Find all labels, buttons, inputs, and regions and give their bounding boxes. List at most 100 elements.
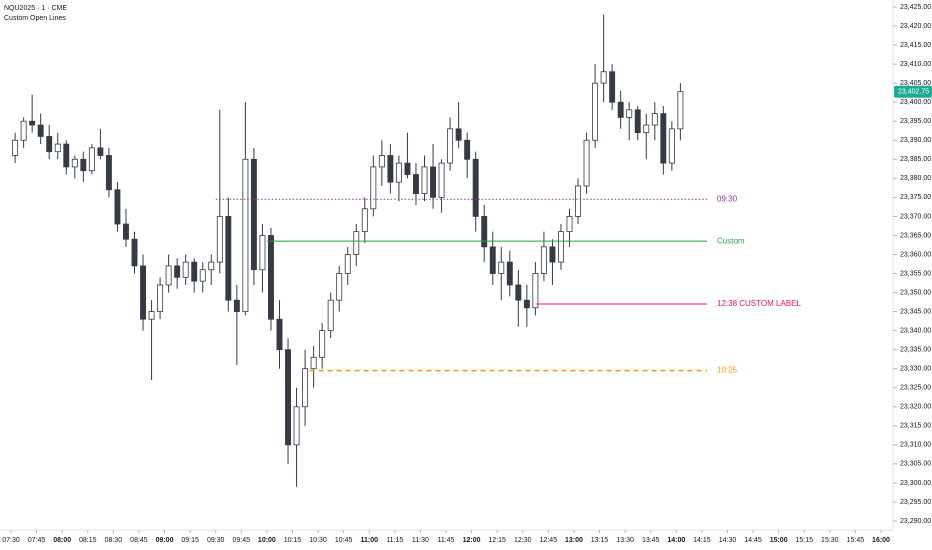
- y-tick-label: 23,330.00: [900, 366, 931, 373]
- candle-body: [276, 318, 283, 351]
- x-tick-label: 11:15: [386, 537, 403, 544]
- candle-body: [472, 158, 479, 217]
- y-tick-label: 23,370.00: [900, 213, 931, 220]
- x-tick-label: 10:30: [309, 537, 327, 544]
- x-tick-label: 09:15: [181, 537, 199, 544]
- candle-body: [651, 113, 658, 126]
- y-tick-label: 23,375.00: [900, 194, 931, 201]
- x-tick-label: 12:30: [514, 537, 532, 544]
- candle-body: [63, 143, 70, 168]
- candle-body: [506, 261, 513, 286]
- x-tick-label: 11:45: [438, 537, 455, 544]
- y-tick-label: 23,305.00: [900, 461, 931, 468]
- last-price-label: 23,402.75: [898, 89, 929, 96]
- x-tick-label: 14:45: [744, 537, 762, 544]
- open-line-label: 09:30: [717, 194, 738, 203]
- chart-subtitle: Custom Open Lines: [4, 15, 66, 22]
- candle-body: [481, 216, 488, 248]
- candle-body: [208, 261, 215, 271]
- y-tick-label: 23,355.00: [900, 270, 931, 277]
- candle-body: [413, 174, 419, 194]
- candle-body: [97, 147, 104, 156]
- candle-body: [583, 139, 590, 187]
- x-tick-label: 11:00: [360, 537, 378, 544]
- y-tick-label: 23,385.00: [900, 156, 931, 163]
- candle-body: [268, 235, 274, 320]
- candle-body: [498, 261, 505, 274]
- candle-body: [327, 299, 334, 332]
- candle-body: [643, 124, 650, 134]
- candle-body: [319, 330, 326, 358]
- x-tick-label: 15:15: [795, 537, 813, 544]
- y-tick-label: 23,320.00: [900, 404, 931, 411]
- candle-body: [609, 71, 616, 103]
- candle-body: [105, 155, 112, 191]
- candle-body: [489, 246, 496, 274]
- candle-body: [677, 91, 684, 130]
- candle-body: [575, 185, 581, 217]
- open-line-label: Custom: [717, 236, 745, 245]
- candle-body: [123, 223, 129, 240]
- candle-body: [353, 231, 360, 255]
- x-tick-label: 13:30: [616, 537, 634, 544]
- y-tick-label: 23,405.00: [900, 80, 931, 87]
- y-tick-label: 23,350.00: [900, 289, 931, 296]
- y-tick-label: 23,325.00: [900, 385, 931, 392]
- candle-body: [515, 284, 522, 301]
- y-tick-label: 23,315.00: [900, 423, 931, 430]
- candle-body: [12, 139, 19, 156]
- x-tick-label: 08:45: [130, 537, 148, 544]
- x-tick-label: 13:15: [591, 537, 609, 544]
- candle-body: [29, 120, 36, 126]
- candle-body: [668, 128, 675, 164]
- candle-body: [310, 356, 317, 370]
- x-tick-label: 09:45: [233, 537, 251, 544]
- candle-body: [148, 311, 155, 320]
- candle-body: [199, 269, 206, 282]
- candle-body: [157, 284, 164, 312]
- candle-body: [344, 254, 351, 274]
- x-tick-label: 10:00: [258, 537, 276, 544]
- x-tick-label: 14:00: [667, 537, 685, 544]
- x-tick-label: 16:00: [872, 537, 890, 544]
- candle-body: [592, 82, 599, 141]
- y-tick-label: 23,420.00: [900, 23, 931, 30]
- candle-body: [174, 265, 181, 278]
- y-tick-label: 23,365.00: [900, 232, 931, 239]
- candle-body: [378, 155, 385, 168]
- candle-body: [20, 120, 27, 141]
- y-tick-label: 23,295.00: [900, 499, 931, 506]
- y-tick-label: 23,400.00: [900, 99, 931, 106]
- candle-body: [617, 101, 624, 118]
- y-tick-label: 23,335.00: [900, 347, 931, 354]
- x-tick-label: 07:30: [2, 537, 20, 544]
- last-price-box: [894, 85, 932, 98]
- y-tick-label: 23,410.00: [900, 61, 931, 68]
- candle-body: [233, 299, 240, 312]
- candle-body: [600, 71, 607, 84]
- candle-body: [114, 189, 121, 225]
- x-tick-label: 08:30: [105, 537, 123, 544]
- x-tick-label: 15:45: [847, 537, 865, 544]
- candle-body: [80, 158, 87, 172]
- candle-body: [447, 128, 454, 164]
- y-tick-label: 23,395.00: [900, 118, 931, 125]
- x-tick-label: 12:15: [488, 537, 506, 544]
- x-tick-label: 07:45: [28, 537, 46, 544]
- x-tick-label: 12:45: [540, 537, 558, 544]
- x-tick-label: 12:00: [463, 537, 481, 544]
- y-tick-label: 23,390.00: [900, 137, 931, 144]
- candle-body: [182, 261, 189, 278]
- candle-body: [438, 162, 445, 198]
- candle-body: [54, 143, 61, 153]
- candle-body: [88, 147, 95, 172]
- candle-body: [404, 162, 411, 175]
- x-tick-label: 08:15: [79, 537, 97, 544]
- candle-body: [634, 109, 641, 134]
- x-tick-label: 09:30: [207, 537, 225, 544]
- candle-body: [131, 238, 138, 267]
- open-line-label: 10:25: [717, 366, 738, 375]
- candle-body: [532, 273, 539, 309]
